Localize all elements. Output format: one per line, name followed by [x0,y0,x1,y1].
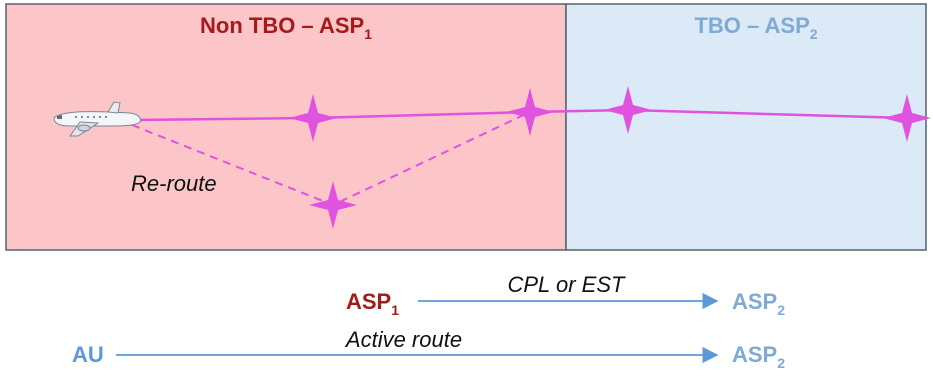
flow-2-source: AU [72,342,104,367]
flow-1-target: ASP2 [732,289,785,318]
reroute-label: Re-route [131,171,217,196]
flow-1-label: CPL or EST [508,272,627,297]
non-tbo-zone [5,3,567,251]
waypoint-icon [883,94,931,142]
flow-2-target: ASP2 [732,342,785,371]
reroute-waypoint-icon [309,181,357,229]
flow-1-source: ASP1 [346,289,399,318]
waypoint-icon [289,94,337,142]
tbo-zone-title: TBO – ASP2 [694,13,817,42]
waypoint-icon [604,86,652,134]
airplane-icon [53,101,141,137]
tbo-zone [565,3,927,251]
non-tbo-zone-title: Non TBO – ASP1 [200,13,372,42]
waypoint-icon [506,88,554,136]
flow-2-label: Active route [344,327,462,352]
